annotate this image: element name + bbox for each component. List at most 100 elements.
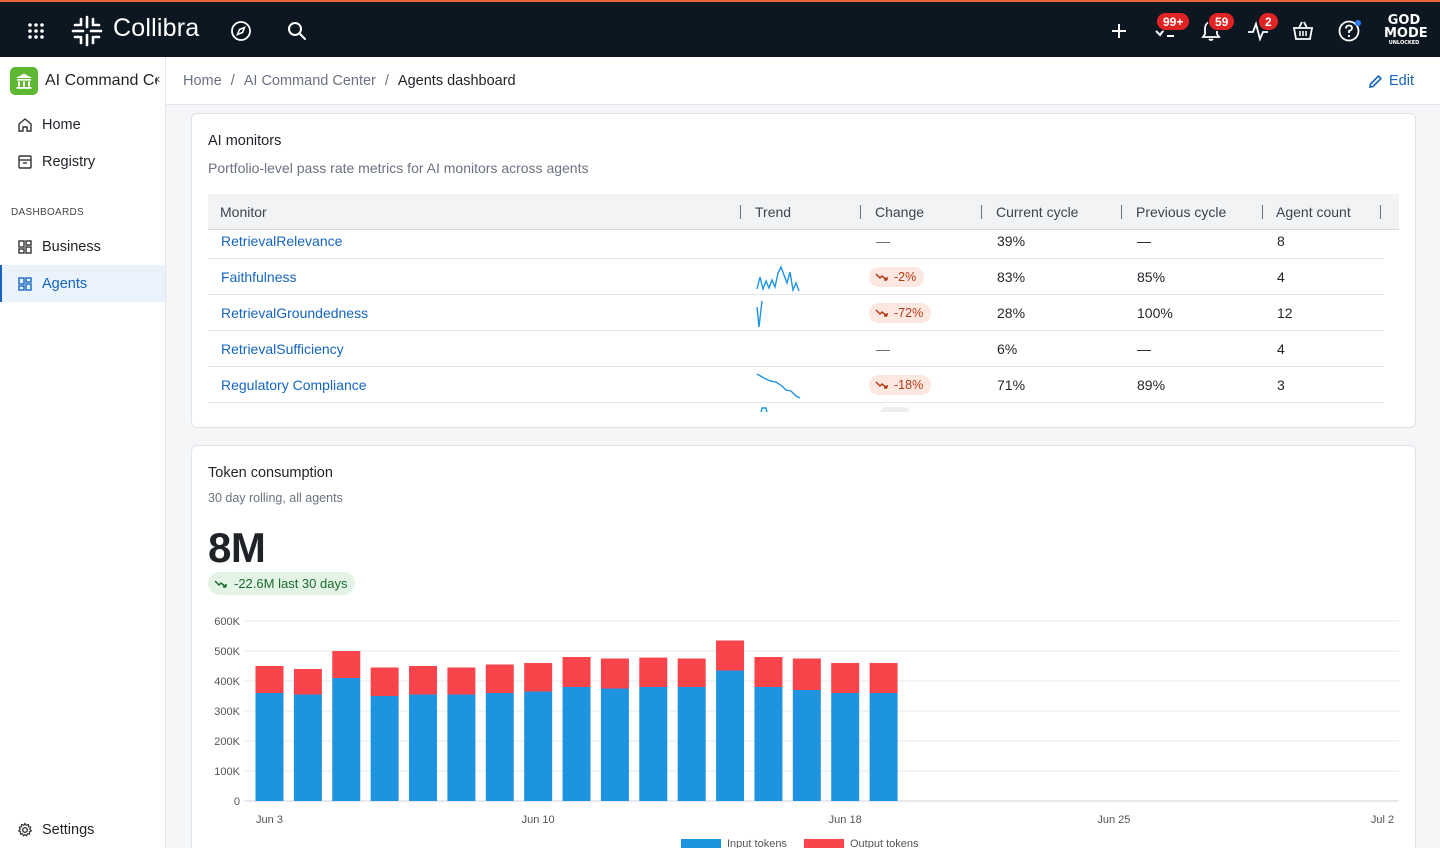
table-row: RetrievalGroundedness -72% 28% 100% 12 — [208, 295, 1384, 331]
basket-icon[interactable] — [1290, 2, 1316, 59]
token-delta-badge: -22.6M last 30 days — [208, 572, 356, 595]
column-change[interactable]: Change — [875, 204, 925, 220]
trend-sparkline — [756, 300, 763, 328]
monitor-link[interactable]: Faithfulness — [221, 269, 297, 285]
table-row — [208, 403, 1384, 412]
ai-monitors-card: AI monitors Portfolio-level pass rate me… — [191, 113, 1416, 428]
bar-input-tokens — [677, 687, 706, 801]
current-cycle-value: 39% — [997, 233, 1026, 249]
agent-count-value: 8 — [1277, 233, 1285, 249]
y-tick-label: 100K — [214, 766, 240, 778]
bar-output-tokens — [677, 658, 706, 687]
table-row: Regulatory Compliance -18% 71% 89% 3 — [208, 367, 1384, 403]
add-icon[interactable] — [1107, 2, 1131, 59]
token-consumption-subtitle: 30 day rolling, all agents — [208, 491, 343, 505]
agent-count-value: 4 — [1277, 341, 1285, 357]
y-tick-label: 400K — [214, 676, 240, 688]
monitor-link[interactable]: RetrievalRelevance — [221, 233, 343, 249]
monitor-link[interactable]: RetrievalGroundedness — [221, 305, 369, 321]
breadcrumb-ai-command-center[interactable]: AI Command Center — [243, 73, 376, 89]
trend-sparkline — [760, 407, 768, 412]
edit-button[interactable]: Edit — [1368, 73, 1414, 89]
brand-name[interactable]: Collibra — [113, 14, 200, 42]
change-badge: -2% — [869, 267, 925, 287]
sidebar-item-registry[interactable]: Registry — [0, 143, 165, 180]
legend-swatch — [804, 839, 844, 848]
legend-output-tokens[interactable]: Output tokens — [804, 838, 919, 848]
previous-cycle-value: 85% — [1137, 269, 1166, 285]
sidebar-header[interactable]: AI Command Center — [10, 66, 157, 96]
bar-output-tokens — [524, 663, 553, 692]
column-current-cycle[interactable]: Current cycle — [996, 204, 1079, 220]
bar-input-tokens — [754, 687, 783, 801]
y-tick-label: 600K — [214, 616, 240, 628]
bar-input-tokens — [447, 694, 476, 801]
change-value: — — [876, 233, 890, 249]
sidebar-item-label: Settings — [42, 821, 95, 838]
app-grid-icon[interactable] — [24, 2, 48, 59]
sidebar-item-label: Business — [42, 238, 101, 255]
bar-output-tokens — [869, 663, 898, 693]
agent-count-value: 3 — [1277, 377, 1285, 393]
help-icon[interactable] — [1336, 2, 1362, 59]
trend-down-icon — [875, 309, 888, 317]
archive-icon — [16, 153, 34, 171]
collapse-chevron-icon[interactable]: ‹ — [156, 71, 161, 86]
bar-output-tokens — [447, 667, 476, 695]
sidebar-item-business[interactable]: Business — [0, 228, 165, 265]
trend-down-icon — [214, 579, 227, 588]
dashboard-icon — [16, 275, 34, 293]
gear-icon — [16, 821, 34, 839]
edit-label: Edit — [1389, 73, 1414, 89]
tasks-count-badge: 99+ — [1156, 12, 1191, 31]
x-tick-label: Jun 10 — [522, 814, 555, 826]
sidebar-item-agents[interactable]: Agents — [0, 265, 165, 302]
sidebar: AI Command Center ‹ Home Registry DASHBO… — [0, 57, 166, 848]
monitor-link[interactable]: Regulatory Compliance — [221, 377, 367, 393]
compass-icon[interactable] — [228, 2, 254, 59]
sidebar-item-home[interactable]: Home — [0, 106, 165, 143]
x-tick-label: Jun 3 — [256, 814, 283, 826]
trend-sparkline — [756, 265, 800, 293]
agent-count-value: 12 — [1277, 305, 1293, 321]
breadcrumb-home[interactable]: Home — [183, 73, 222, 89]
activity-icon[interactable] — [1245, 2, 1271, 59]
previous-cycle-value: 100% — [1137, 305, 1173, 321]
column-monitor[interactable]: Monitor — [220, 204, 267, 220]
bar-input-tokens — [293, 694, 322, 801]
x-tick-label: Jun 18 — [829, 814, 862, 826]
x-tick-label: Jun 25 — [1097, 814, 1130, 826]
y-tick-label: 0 — [234, 796, 240, 808]
agent-count-value: 4 — [1277, 269, 1285, 285]
god-mode-avatar[interactable]: GOD MODE UNLOCKED — [1384, 13, 1428, 46]
breadcrumb-bar: Home / AI Command Center / Agents dashbo… — [166, 57, 1440, 105]
current-cycle-value: 71% — [997, 377, 1026, 393]
column-agent-count[interactable]: Agent count — [1276, 204, 1351, 220]
legend-input-tokens[interactable]: Input tokens — [681, 838, 787, 848]
bank-icon — [10, 67, 38, 95]
change-badge: -18% — [869, 375, 932, 395]
sidebar-app-title: AI Command Center — [45, 72, 157, 89]
breadcrumb-current: Agents dashboard — [397, 73, 516, 89]
bar-output-tokens — [562, 657, 591, 687]
token-consumption-card: Token consumption 30 day rolling, all ag… — [191, 445, 1416, 848]
pencil-icon — [1369, 74, 1383, 88]
column-trend[interactable]: Trend — [755, 204, 792, 220]
breadcrumb: Home / AI Command Center / Agents dashbo… — [183, 73, 516, 89]
bar-input-tokens — [869, 693, 898, 801]
sidebar-item-settings[interactable]: Settings — [0, 811, 165, 848]
bar-output-tokens — [370, 667, 399, 696]
sidebar-item-label: Registry — [42, 153, 96, 170]
home-icon — [16, 116, 34, 134]
bar-output-tokens — [792, 658, 821, 690]
search-icon[interactable] — [285, 2, 309, 59]
monitor-link[interactable]: RetrievalSufficiency — [221, 341, 344, 357]
collibra-logo-icon[interactable] — [69, 2, 105, 59]
bar-input-tokens — [524, 691, 553, 801]
activity-count-badge: 2 — [1258, 12, 1279, 31]
bar-input-tokens — [332, 678, 361, 801]
bar-output-tokens — [600, 658, 629, 689]
column-previous-cycle[interactable]: Previous cycle — [1136, 204, 1227, 220]
bar-input-tokens — [716, 670, 745, 801]
bar-output-tokens — [293, 669, 322, 695]
